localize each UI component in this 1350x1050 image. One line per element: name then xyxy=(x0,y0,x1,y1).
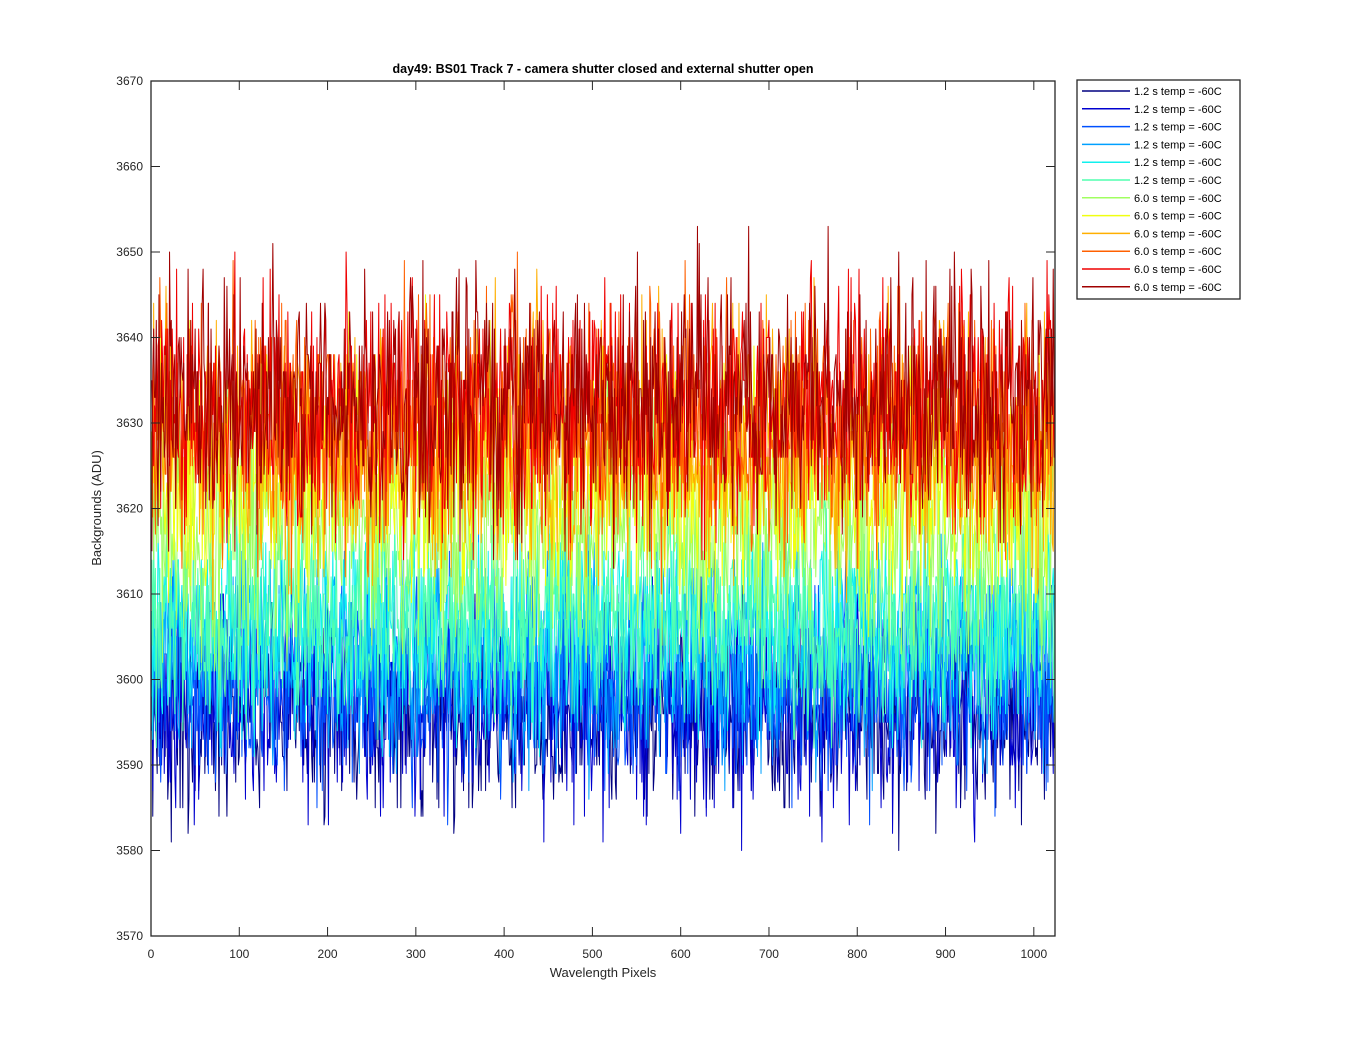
y-tick-label: 3640 xyxy=(116,331,143,345)
legend-label-7: 6.0 s temp = -60C xyxy=(1134,193,1222,205)
plot-area xyxy=(150,80,1056,937)
y-axis-label: Backgrounds (ADU) xyxy=(89,450,104,566)
legend-label-5: 1.2 s temp = -60C xyxy=(1134,157,1222,169)
legend-label-12: 6.0 s temp = -60C xyxy=(1134,282,1222,294)
legend-label-4: 1.2 s temp = -60C xyxy=(1134,139,1222,151)
x-tick-label: 400 xyxy=(494,947,514,961)
ticks-layer: 0 100 200 300 400 500 600 700 800 900 1000 3570 3580… xyxy=(116,74,1055,961)
series-layer xyxy=(151,225,1056,851)
legend-label-9: 6.0 s temp = -60C xyxy=(1134,228,1222,240)
x-tick-label: 500 xyxy=(582,947,602,961)
x-tick-label: 200 xyxy=(318,947,338,961)
legend-label-6: 1.2 s temp = -60C xyxy=(1134,175,1222,187)
x-tick-label: 900 xyxy=(936,947,956,961)
y-tick-label: 3610 xyxy=(116,587,143,601)
y-tick-label: 3600 xyxy=(116,673,143,687)
y-tick-label: 3570 xyxy=(116,929,143,943)
y-tick-label: 3590 xyxy=(116,758,143,772)
chart-title: day49: BS01 Track 7 - camera shutter clo… xyxy=(393,62,814,76)
y-tick-label: 3670 xyxy=(116,74,143,88)
legend-box xyxy=(1076,79,1241,300)
y-tick-label: 3650 xyxy=(116,245,143,259)
y-tick-label: 3630 xyxy=(116,416,143,430)
x-tick-label: 1000 xyxy=(1020,947,1047,961)
legend: 1.2 s temp = -60C 1.2 s temp = -60C 1.2 s … xyxy=(1076,79,1241,300)
legend-items: 1.2 s temp = -60C 1.2 s temp = -60C 1.2 s … xyxy=(1082,86,1222,294)
legend-label-8: 6.0 s temp = -60C xyxy=(1134,211,1222,223)
x-tick-label: 700 xyxy=(759,947,779,961)
x-tick-label: 300 xyxy=(406,947,426,961)
x-tick-label: 600 xyxy=(671,947,691,961)
x-tick-label: 100 xyxy=(229,947,249,961)
legend-label-10: 6.0 s temp = -60C xyxy=(1134,246,1222,258)
legend-label-2: 1.2 s temp = -60C xyxy=(1134,104,1222,116)
legend-label-11: 6.0 s temp = -60C xyxy=(1134,264,1222,276)
series-line-6 xyxy=(151,490,1056,749)
y-tick-label: 3580 xyxy=(116,844,143,858)
y-tick-label: 3620 xyxy=(116,502,143,516)
legend-label-3: 1.2 s temp = -60C xyxy=(1134,122,1222,134)
x-tick-label: 800 xyxy=(847,947,867,961)
legend-label-1: 1.2 s temp = -60C xyxy=(1134,86,1222,98)
y-tick-label: 3660 xyxy=(116,160,143,174)
x-tick-label: 0 xyxy=(148,947,155,961)
series-line-12 xyxy=(151,225,1056,569)
x-axis-label: Wavelength Pixels xyxy=(550,965,657,980)
